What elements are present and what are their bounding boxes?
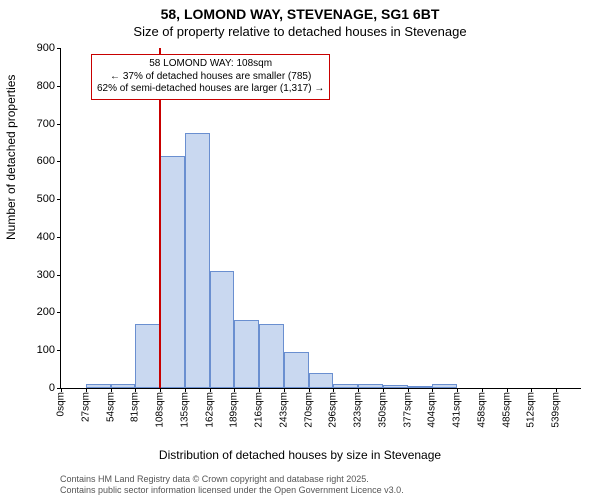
histogram-bar [408, 386, 433, 388]
ytick-mark [57, 86, 61, 87]
histogram-bar [111, 384, 136, 388]
ytick-label: 900 [37, 42, 55, 54]
ytick-label: 0 [49, 382, 55, 394]
histogram-bar [333, 384, 358, 388]
xtick-label: 216sqm [254, 392, 265, 428]
xtick-label: 296sqm [328, 392, 339, 428]
xtick-label: 458sqm [476, 392, 487, 428]
xtick-label: 81sqm [130, 392, 141, 422]
chart-subtitle: Size of property relative to detached ho… [0, 24, 600, 39]
xtick-label: 431sqm [452, 392, 463, 428]
ytick-mark [57, 48, 61, 49]
histogram-bar [86, 384, 111, 388]
footnote-line1: Contains HM Land Registry data © Crown c… [60, 474, 404, 485]
xtick-label: 323sqm [353, 392, 364, 428]
histogram-bar [284, 352, 309, 388]
histogram-bar [210, 271, 235, 388]
histogram-bar [135, 324, 160, 388]
xtick-label: 539sqm [551, 392, 562, 428]
xtick-label: 108sqm [155, 392, 166, 428]
ytick-label: 100 [37, 344, 55, 356]
ytick-label: 200 [37, 306, 55, 318]
xtick-label: 243sqm [278, 392, 289, 428]
chart-container: 58, LOMOND WAY, STEVENAGE, SG1 6BT Size … [0, 0, 600, 500]
xtick-label: 270sqm [303, 392, 314, 428]
y-axis-label: Number of detached properties [4, 75, 18, 240]
x-axis-label: Distribution of detached houses by size … [0, 448, 600, 462]
chart-title: 58, LOMOND WAY, STEVENAGE, SG1 6BT [0, 6, 600, 22]
histogram-bar [185, 133, 210, 388]
histogram-bar [234, 320, 259, 388]
ytick-label: 300 [37, 269, 55, 281]
ytick-mark [57, 237, 61, 238]
ytick-mark [57, 124, 61, 125]
ytick-mark [57, 312, 61, 313]
footnote-line2: Contains public sector information licen… [60, 485, 404, 496]
xtick-label: 135sqm [179, 392, 190, 428]
annotation-line1: 58 LOMOND WAY: 108sqm [97, 58, 324, 71]
ytick-mark [57, 199, 61, 200]
histogram-bar [358, 384, 383, 388]
histogram-bar [309, 373, 334, 388]
ytick-mark [57, 161, 61, 162]
ytick-mark [57, 275, 61, 276]
histogram-bar [383, 385, 408, 388]
xtick-label: 377sqm [402, 392, 413, 428]
plot-area: 01002003004005006007008009000sqm27sqm54s… [60, 48, 581, 389]
annotation-box: 58 LOMOND WAY: 108sqm ← 37% of detached … [91, 54, 330, 100]
histogram-bar [432, 384, 457, 388]
ytick-mark [57, 350, 61, 351]
ytick-label: 700 [37, 118, 55, 130]
xtick-label: 485sqm [501, 392, 512, 428]
ytick-label: 500 [37, 193, 55, 205]
histogram-bar [259, 324, 284, 388]
xtick-label: 0sqm [56, 392, 67, 416]
xtick-label: 27sqm [80, 392, 91, 422]
footnote: Contains HM Land Registry data © Crown c… [60, 474, 404, 496]
xtick-label: 54sqm [105, 392, 116, 422]
xtick-label: 404sqm [427, 392, 438, 428]
ytick-label: 400 [37, 231, 55, 243]
xtick-label: 512sqm [526, 392, 537, 428]
ytick-label: 600 [37, 155, 55, 167]
xtick-label: 189sqm [229, 392, 240, 428]
xtick-label: 350sqm [377, 392, 388, 428]
annotation-line3: 62% of semi-detached houses are larger (… [97, 83, 324, 96]
histogram-bar [160, 156, 185, 388]
xtick-label: 162sqm [204, 392, 215, 428]
annotation-line2: ← 37% of detached houses are smaller (78… [97, 71, 324, 84]
ytick-label: 800 [37, 80, 55, 92]
